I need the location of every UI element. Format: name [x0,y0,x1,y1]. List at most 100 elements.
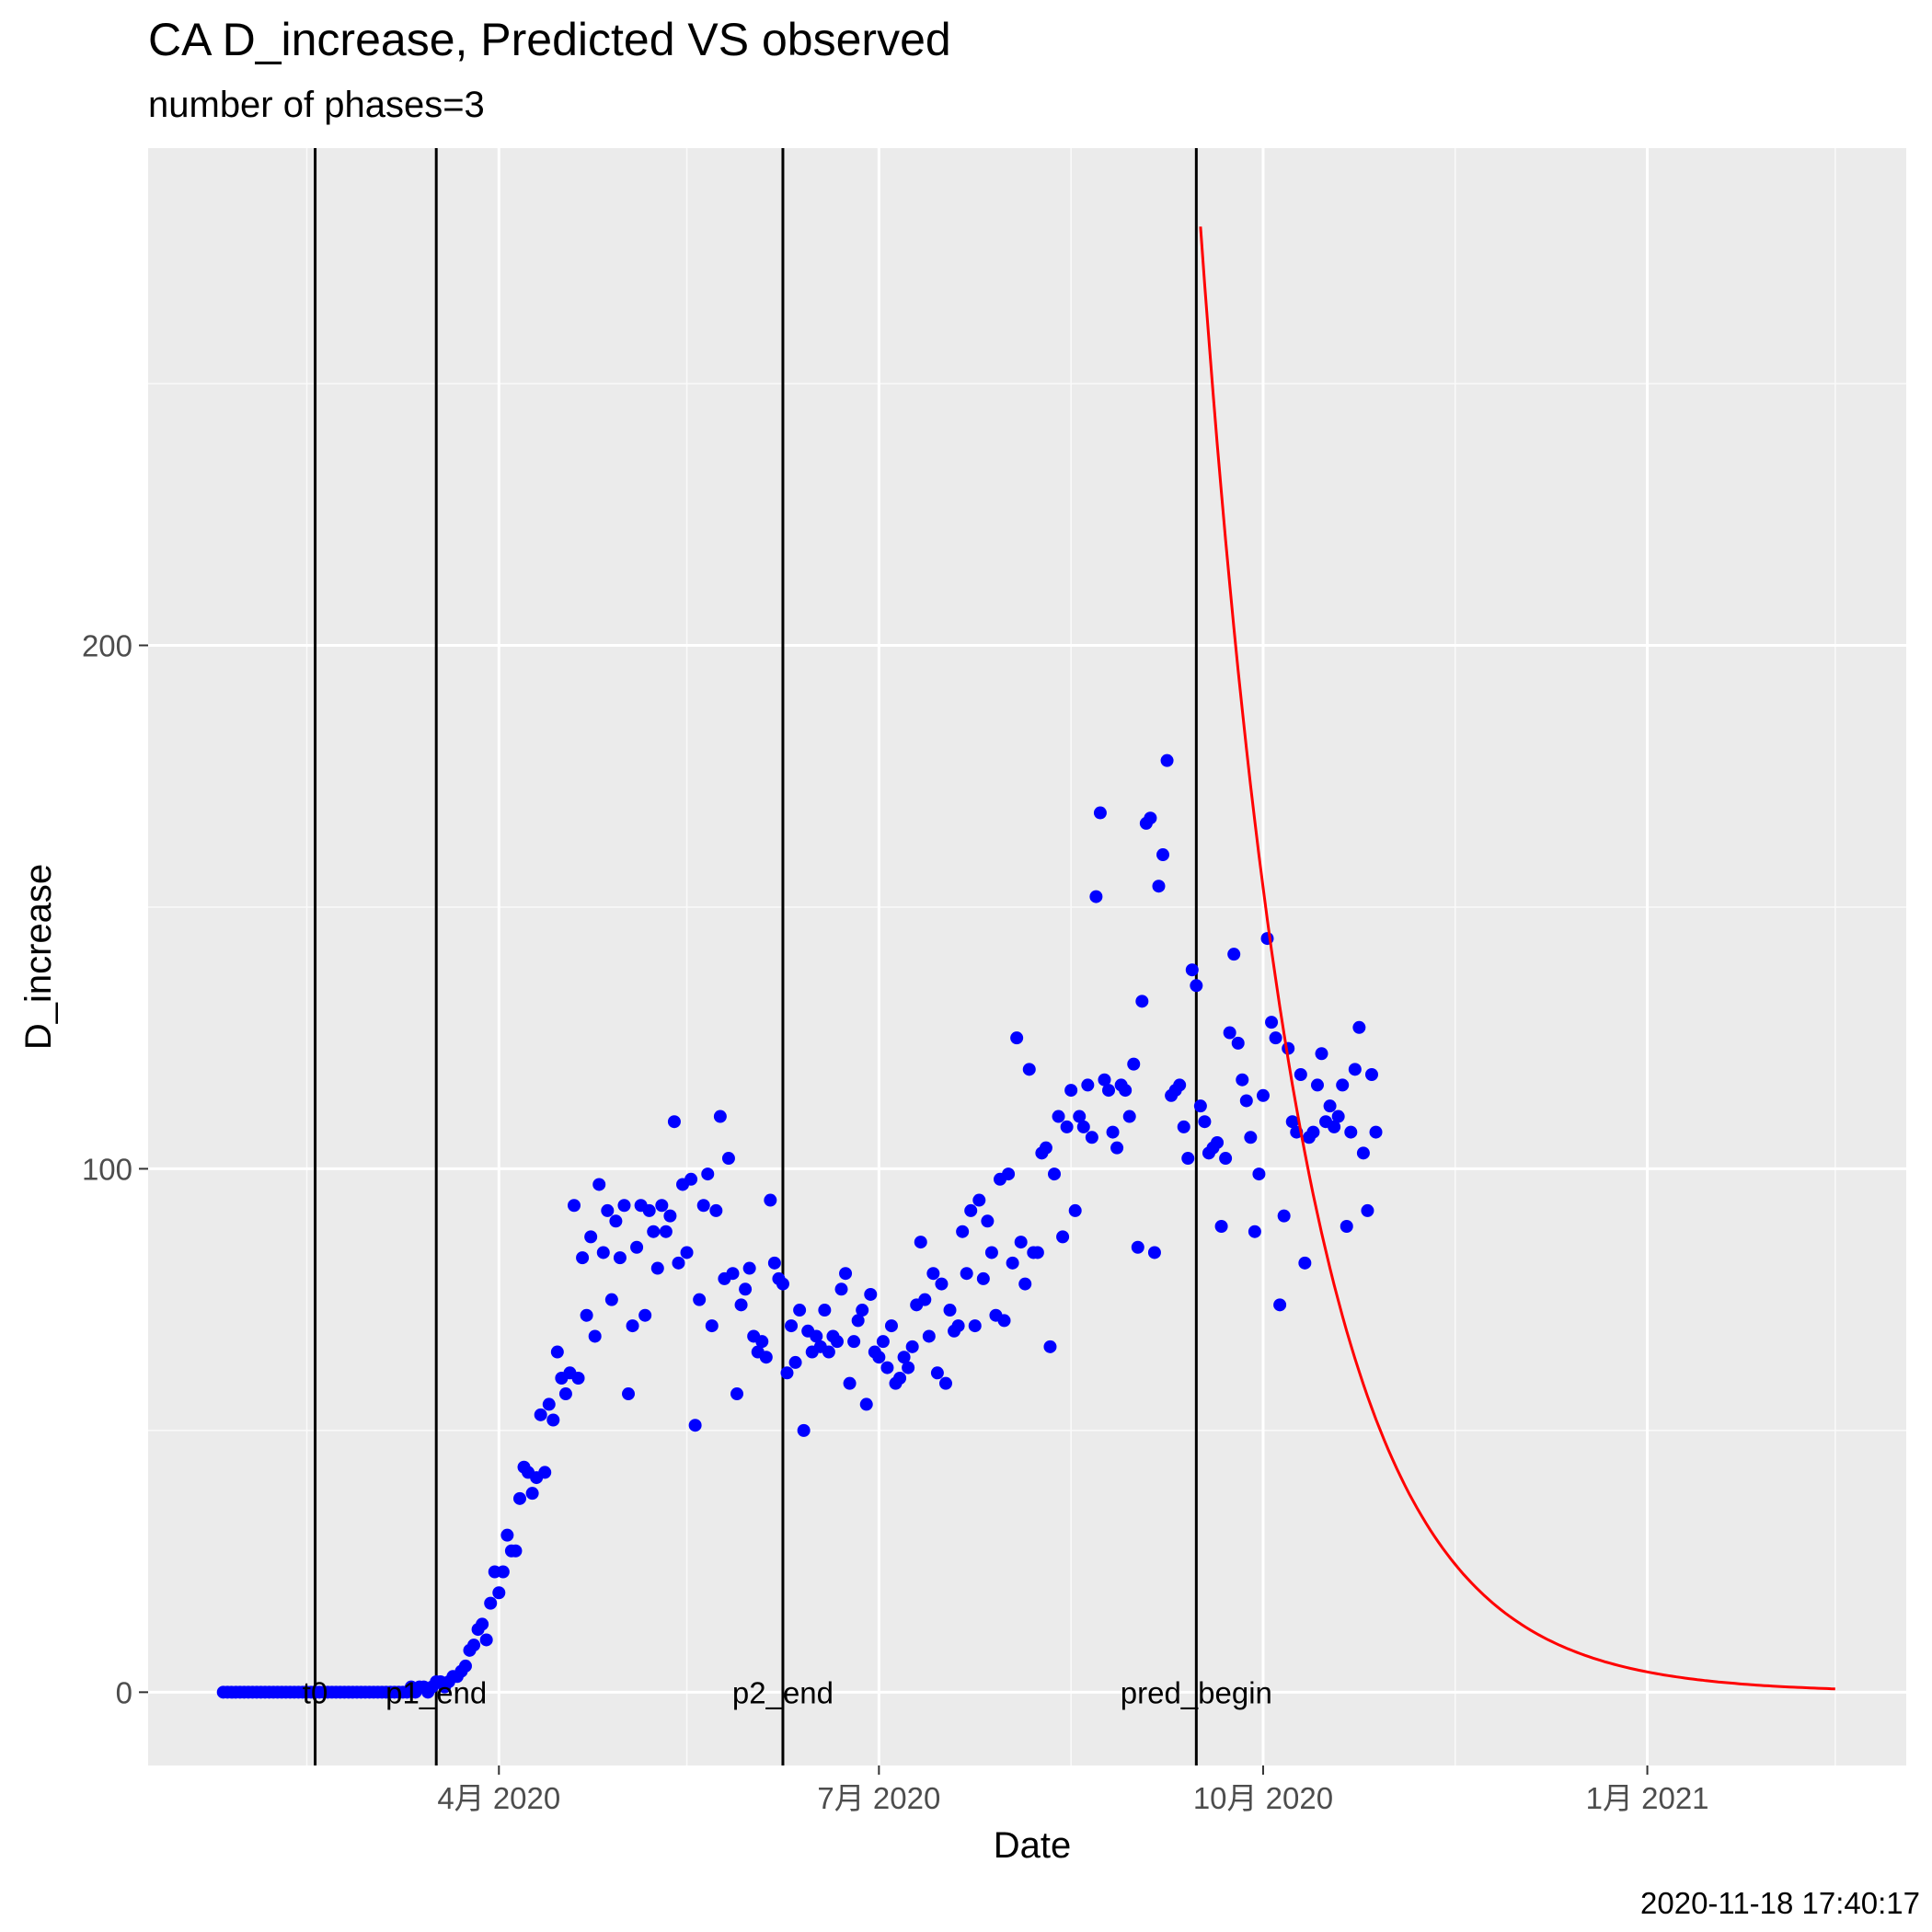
data-point [776,1277,789,1291]
data-point [1152,880,1166,893]
data-point [1122,1110,1136,1123]
data-point [876,1335,890,1349]
data-point [847,1335,861,1349]
phase-label: p2_end [732,1675,834,1709]
observed-points [216,753,1383,1699]
data-point [1364,1068,1378,1082]
data-point [1106,1125,1120,1139]
data-point [1010,1031,1024,1045]
data-point [1294,1068,1307,1082]
data-point [1022,1063,1036,1076]
data-point [484,1596,498,1610]
data-point [1185,963,1199,977]
data-point [1252,1167,1266,1181]
data-point [542,1397,556,1411]
grid-major [148,148,1906,1765]
data-point [642,1203,656,1217]
data-point [926,1267,940,1281]
data-point [580,1308,593,1322]
data-point [1076,1120,1090,1133]
data-point [1310,1078,1324,1092]
data-point [1030,1246,1044,1259]
data-point [1223,1026,1236,1040]
data-point [546,1413,560,1427]
data-point [785,1319,799,1333]
phase-lines [314,148,1198,1765]
data-point [1127,1057,1141,1071]
data-point [1340,1220,1353,1233]
data-point [951,1319,965,1333]
data-point [1156,848,1170,862]
data-point [843,1376,857,1390]
data-point [1348,1063,1362,1076]
data-point [1018,1277,1032,1291]
data-point [739,1282,753,1296]
data-point [726,1267,740,1281]
chart-title: CA D_increase, Predicted VS observed [148,14,951,65]
data-point [1344,1125,1358,1139]
data-point [1181,1152,1195,1166]
data-point [1277,1209,1291,1223]
data-point [1239,1094,1253,1108]
data-point [638,1308,652,1322]
data-point [680,1246,694,1259]
data-point [496,1565,510,1579]
data-point [713,1110,727,1123]
data-point [696,1199,710,1213]
data-point [1214,1220,1228,1233]
data-point [584,1230,598,1244]
data-point [1144,811,1157,825]
data-point [576,1251,590,1265]
data-point [864,1287,878,1301]
data-point [550,1345,564,1359]
data-point [492,1586,506,1600]
data-point [780,1366,794,1380]
data-point [1236,1073,1249,1087]
data-point [1039,1141,1052,1155]
data-point [1331,1110,1345,1123]
data-point [968,1319,982,1333]
data-point [1248,1225,1261,1238]
data-point [960,1267,973,1281]
data-point [1052,1110,1065,1123]
x-tick-label: 1月 2021 [1586,1781,1709,1815]
data-point [509,1544,523,1558]
data-point [1298,1256,1312,1270]
chart-subtitle: number of phases=3 [148,85,485,125]
data-point [834,1282,848,1296]
data-point [818,1304,832,1317]
data-point [822,1345,835,1359]
data-point [476,1617,489,1631]
data-point [872,1351,886,1364]
data-point [1315,1047,1328,1061]
data-point [1102,1084,1116,1098]
data-point [1173,1078,1187,1092]
data-point [905,1340,919,1353]
data-point [617,1199,631,1213]
data-point [788,1355,802,1369]
data-point [1306,1125,1320,1139]
data-point [897,1351,911,1364]
data-point [659,1225,673,1238]
data-point [1002,1167,1016,1181]
data-point [1198,1115,1212,1129]
data-point [984,1246,998,1259]
predicted-curve [1199,226,1835,1691]
data-point [943,1304,957,1317]
data-point [567,1199,581,1213]
data-point [1256,1088,1270,1102]
data-point [938,1376,952,1390]
data-point [851,1314,865,1328]
data-point [1043,1340,1057,1353]
data-point [538,1466,552,1479]
data-point [604,1293,618,1306]
data-point [1190,979,1203,993]
data-point [902,1361,915,1374]
data-point [981,1214,995,1228]
data-point [1352,1020,1366,1034]
data-point [571,1371,585,1385]
data-point [1323,1099,1337,1113]
y-tick-label: 0 [116,1675,132,1709]
chart-caption: 2020-11-18 17:40:17 [1640,1886,1920,1920]
data-point [884,1319,898,1333]
